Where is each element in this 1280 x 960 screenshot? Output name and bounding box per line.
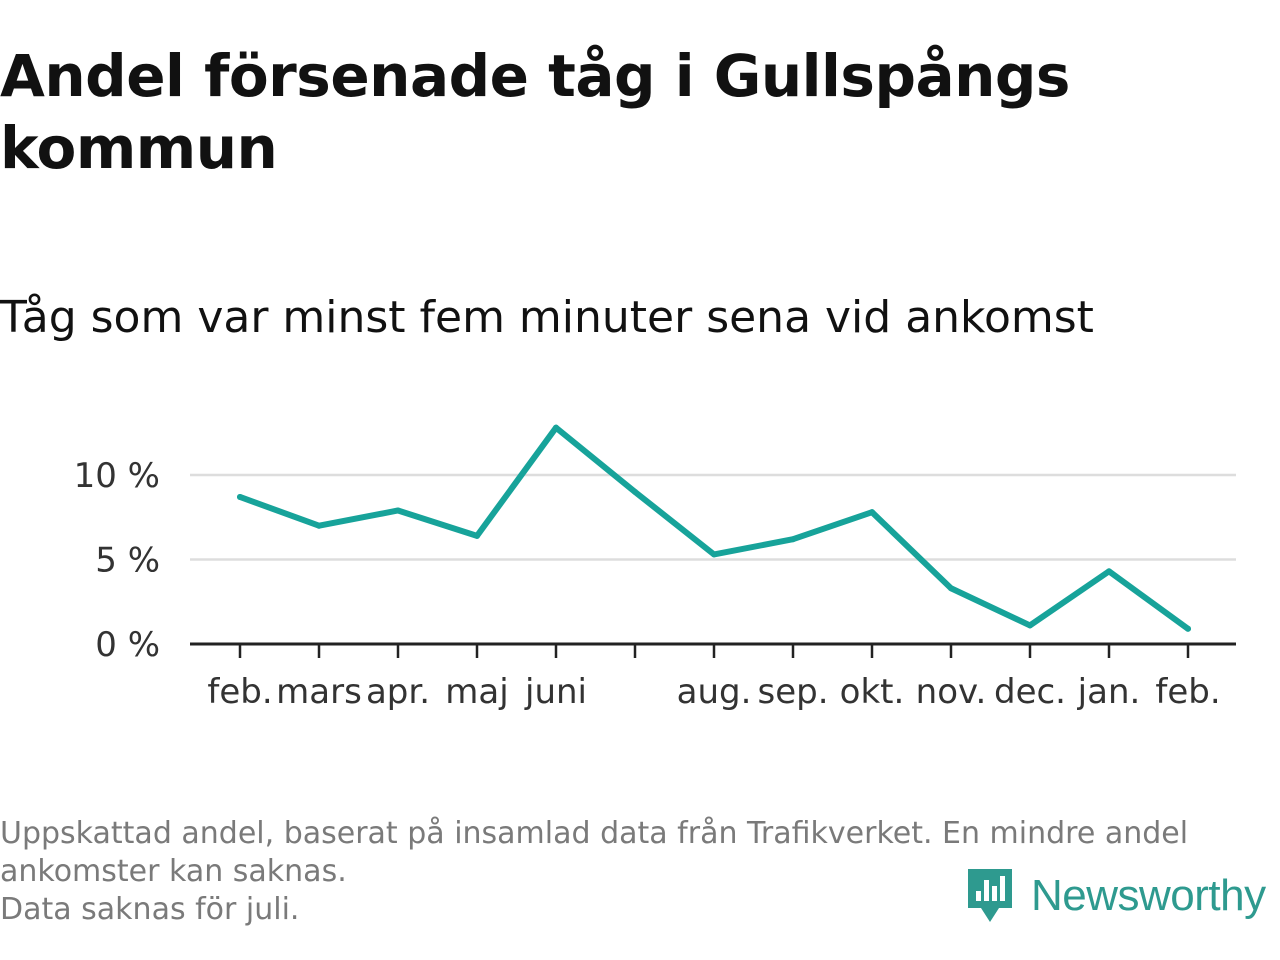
data-point <box>948 585 954 592</box>
y-tick-label: 0 % <box>95 625 160 665</box>
footnote-line: Uppskattad andel, baserat på insamlad da… <box>0 816 1189 851</box>
newsworthy-logo-icon <box>968 869 1012 922</box>
footnote: Uppskattad andel, baserat på insamlad da… <box>0 815 1189 929</box>
data-point <box>237 493 243 500</box>
data-point <box>553 424 559 431</box>
x-tick-label: feb. <box>1155 672 1220 712</box>
x-tick-label: dec. <box>994 672 1066 712</box>
x-tick-label: apr. <box>366 672 430 712</box>
data-point <box>395 507 401 514</box>
line-chart: 0 %5 %10 % feb. mars apr. maj juni aug. sep. ok… <box>74 424 1236 712</box>
brand-name: Newsworthy <box>1031 871 1266 920</box>
data-point <box>790 536 796 543</box>
x-tick-label: sep. <box>757 672 828 712</box>
gridlines <box>190 473 1236 561</box>
series-layer <box>237 424 1191 632</box>
y-axis-tick-labels: 0 % 5 % 10 % <box>74 456 160 665</box>
series-line <box>237 424 1191 632</box>
data-point <box>711 551 717 558</box>
x-tick-label: jan. <box>1077 672 1141 712</box>
footnote-line: Data saknas för juli. <box>0 892 300 927</box>
x-tick-label: maj <box>445 672 508 712</box>
x-tick-label: feb. <box>207 672 272 712</box>
data-point <box>869 509 875 516</box>
data-point <box>474 532 480 539</box>
data-point <box>632 488 638 495</box>
chart-subtitle: Tåg som var minst fem minuter sena vid a… <box>0 292 1094 343</box>
x-tick-label: nov. <box>916 672 987 712</box>
data-point <box>1106 568 1112 575</box>
data-point <box>1185 625 1191 632</box>
y-tick-label: 5 % <box>95 541 160 581</box>
x-axis-tick-labels: feb. mars apr. maj juni aug. sep. okt. nov. dec. j… <box>207 672 1220 712</box>
footnote-line: ankomster kan saknas. <box>0 854 347 889</box>
y-tick-label: 10 % <box>74 456 160 496</box>
x-axis <box>190 642 1236 658</box>
x-tick-label: juni <box>524 672 587 712</box>
chart-title: Andel försenade tåg i Gullspångs kommun <box>0 42 1070 182</box>
x-tick-label: aug. <box>677 672 752 712</box>
x-tick-label: okt. <box>840 672 905 712</box>
brand-logo: Newsworthy <box>965 866 1266 926</box>
x-tick-label: mars <box>276 672 362 712</box>
data-point <box>1027 622 1033 629</box>
data-point <box>316 522 322 529</box>
